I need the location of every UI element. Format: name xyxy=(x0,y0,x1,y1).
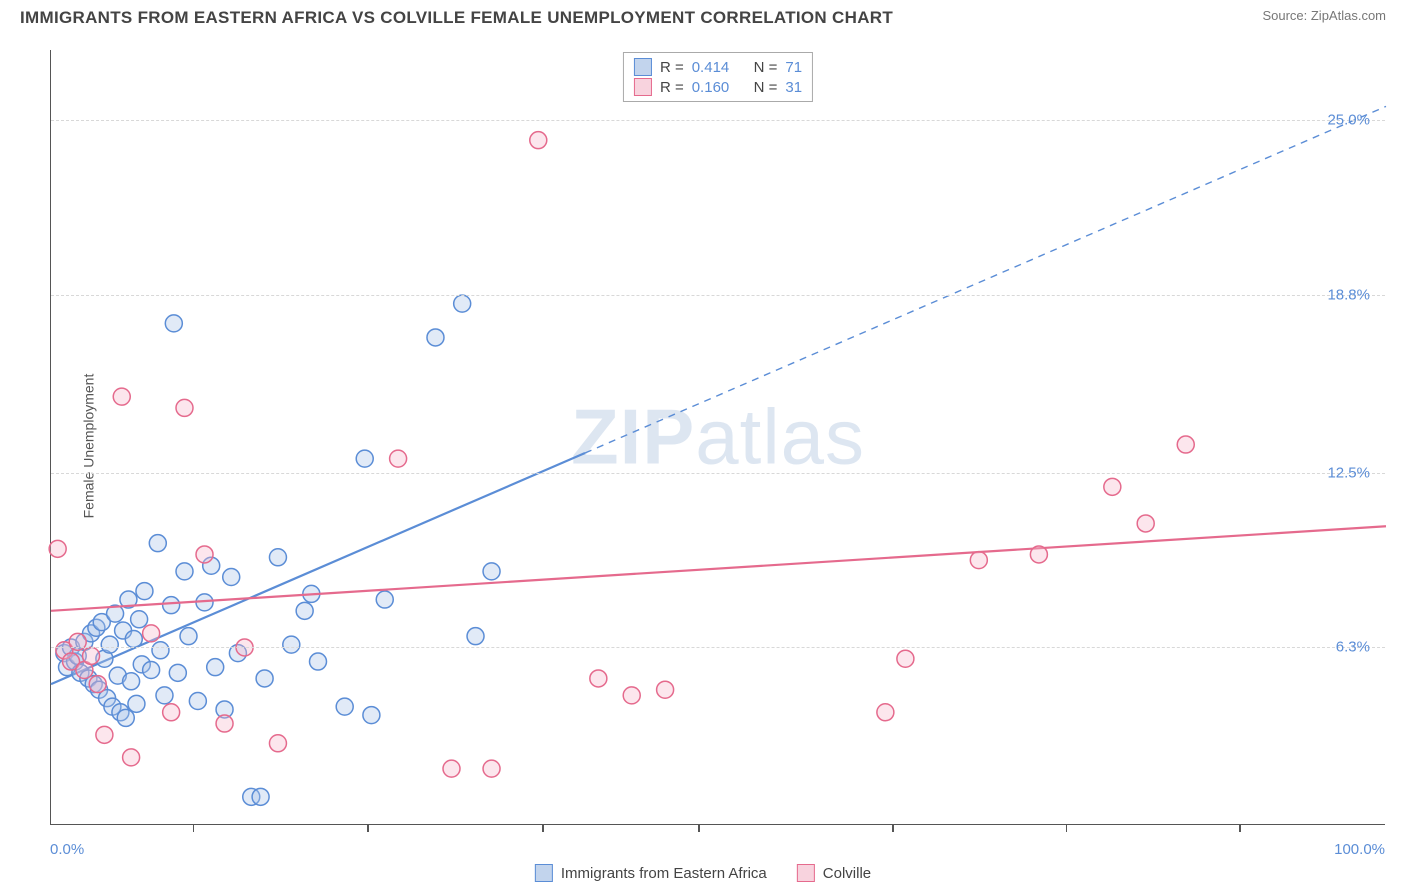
swatch-icon xyxy=(535,864,553,882)
data-point xyxy=(483,563,500,580)
swatch-icon xyxy=(797,864,815,882)
data-point xyxy=(590,670,607,687)
data-point xyxy=(1137,515,1154,532)
x-tick xyxy=(193,824,195,832)
data-point xyxy=(180,628,197,645)
regression-line-extrapolated xyxy=(585,106,1386,453)
grid-line xyxy=(51,295,1385,296)
data-point xyxy=(176,563,193,580)
data-point xyxy=(623,687,640,704)
x-axis-min-label: 0.0% xyxy=(50,841,84,858)
data-point xyxy=(223,569,240,586)
data-point xyxy=(123,673,140,690)
data-point xyxy=(113,388,130,405)
data-point xyxy=(189,693,206,710)
data-point xyxy=(363,707,380,724)
data-point xyxy=(376,591,393,608)
data-point xyxy=(117,709,134,726)
correlation-legend: R = 0.414 N = 71 R = 0.160 N = 31 xyxy=(623,52,813,102)
data-point xyxy=(390,450,407,467)
x-axis-max-label: 100.0% xyxy=(1334,841,1385,858)
data-point xyxy=(207,659,224,676)
data-point xyxy=(1030,546,1047,563)
data-point xyxy=(252,788,269,805)
x-tick xyxy=(542,824,544,832)
data-point xyxy=(136,583,153,600)
chart-title: IMMIGRANTS FROM EASTERN AFRICA VS COLVIL… xyxy=(20,8,893,28)
grid-line xyxy=(51,473,1385,474)
data-point xyxy=(269,549,286,566)
y-tick-label: 6.3% xyxy=(1336,639,1370,656)
data-point xyxy=(131,611,148,628)
data-point xyxy=(530,132,547,149)
data-point xyxy=(163,704,180,721)
swatch-icon xyxy=(634,78,652,96)
data-point xyxy=(101,636,118,653)
series-legend: Immigrants from Eastern Africa Colville xyxy=(535,864,871,882)
data-point xyxy=(196,546,213,563)
data-point xyxy=(216,715,233,732)
data-point xyxy=(336,698,353,715)
data-point xyxy=(125,631,142,648)
grid-line xyxy=(51,647,1385,648)
scatter-svg xyxy=(51,50,1385,824)
regression-line xyxy=(51,453,585,684)
data-point xyxy=(310,653,327,670)
data-point xyxy=(169,664,186,681)
data-point xyxy=(443,760,460,777)
data-point xyxy=(467,628,484,645)
data-point xyxy=(283,636,300,653)
data-point xyxy=(149,535,166,552)
data-point xyxy=(128,695,145,712)
data-point xyxy=(296,602,313,619)
data-point xyxy=(89,676,106,693)
x-tick xyxy=(1239,824,1241,832)
data-point xyxy=(96,726,113,743)
data-point xyxy=(970,552,987,569)
data-point xyxy=(143,625,160,642)
data-point xyxy=(897,650,914,667)
legend-row-series-2: R = 0.160 N = 31 xyxy=(634,77,802,97)
data-point xyxy=(165,315,182,332)
swatch-icon xyxy=(634,58,652,76)
data-point xyxy=(427,329,444,346)
data-point xyxy=(123,749,140,766)
x-tick xyxy=(367,824,369,832)
chart-plot-area: ZIPatlas R = 0.414 N = 71 R = 0.160 N = … xyxy=(50,50,1385,825)
y-tick-label: 18.8% xyxy=(1327,287,1370,304)
regression-line xyxy=(51,526,1386,611)
source-attribution: Source: ZipAtlas.com xyxy=(1262,8,1386,23)
data-point xyxy=(176,399,193,416)
data-point xyxy=(83,647,100,664)
data-point xyxy=(877,704,894,721)
data-point xyxy=(256,670,273,687)
data-point xyxy=(1177,436,1194,453)
data-point xyxy=(143,662,160,679)
data-point xyxy=(1104,478,1121,495)
data-point xyxy=(152,642,169,659)
data-point xyxy=(356,450,373,467)
x-tick xyxy=(698,824,700,832)
legend-row-series-1: R = 0.414 N = 71 xyxy=(634,57,802,77)
legend-item-series-1: Immigrants from Eastern Africa xyxy=(535,864,767,882)
legend-item-series-2: Colville xyxy=(797,864,871,882)
data-point xyxy=(483,760,500,777)
data-point xyxy=(269,735,286,752)
x-tick xyxy=(1066,824,1068,832)
data-point xyxy=(657,681,674,698)
data-point xyxy=(156,687,173,704)
data-point xyxy=(454,295,471,312)
y-tick-label: 12.5% xyxy=(1327,464,1370,481)
data-point xyxy=(163,597,180,614)
y-tick-label: 25.0% xyxy=(1327,112,1370,129)
grid-line xyxy=(51,120,1385,121)
data-point xyxy=(49,540,66,557)
x-tick xyxy=(892,824,894,832)
